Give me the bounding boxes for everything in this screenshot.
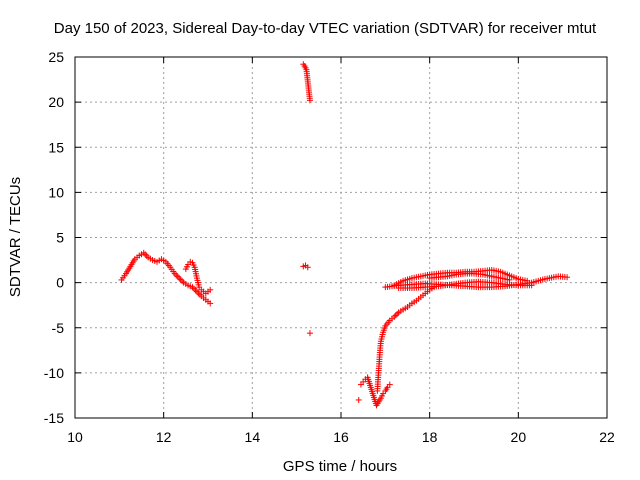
y-tick-label: 15	[48, 139, 64, 155]
y-tick-label: 20	[48, 94, 64, 110]
data-point	[179, 278, 186, 285]
data-point	[355, 396, 362, 403]
data-point	[192, 287, 199, 294]
x-tick-labels: 10 12 14 16 18 20 22	[67, 429, 615, 445]
y-axis-label: SDTVAR / TECUs	[7, 177, 24, 297]
x-axis-label: GPS time / hours	[283, 458, 397, 475]
x-tick-label: 16	[333, 429, 349, 445]
x-tick-label: 10	[67, 429, 83, 445]
grid-lines	[75, 57, 607, 418]
x-tick-label: 18	[422, 429, 438, 445]
data-point	[392, 312, 399, 319]
data-point	[304, 264, 311, 271]
data-point	[176, 275, 183, 282]
chart-title: Day 150 of 2023, Sidereal Day-to-day VTE…	[54, 20, 597, 37]
y-tick-label: -10	[44, 365, 64, 381]
data-point	[306, 330, 313, 337]
x-tick-label: 20	[511, 429, 527, 445]
y-tick-label: 25	[48, 49, 64, 65]
data-point	[195, 290, 202, 297]
y-tick-label: 10	[48, 184, 64, 200]
data-point	[173, 272, 180, 279]
data-point	[506, 276, 513, 283]
data-point	[207, 286, 214, 293]
axis-ticks	[74, 56, 608, 419]
data-points	[118, 61, 571, 409]
data-point	[196, 291, 203, 298]
data-point	[207, 300, 214, 307]
data-point	[143, 252, 150, 259]
data-point	[174, 273, 181, 280]
data-point	[306, 97, 313, 104]
data-point	[564, 274, 571, 281]
data-point	[142, 251, 149, 258]
data-point	[177, 276, 184, 283]
y-tick-label: 5	[56, 230, 64, 246]
x-tick-label: 12	[156, 429, 172, 445]
y-tick-label: -15	[44, 410, 64, 426]
data-point	[386, 381, 393, 388]
x-tick-label: 14	[245, 429, 261, 445]
y-tick-label: 0	[56, 275, 64, 291]
x-tick-label: 22	[599, 429, 615, 445]
data-point	[528, 282, 535, 289]
y-tick-label: -5	[52, 320, 65, 336]
y-tick-labels: -15 -10 -5 0 5 10 15 20 25	[44, 49, 64, 426]
data-point	[394, 310, 401, 317]
